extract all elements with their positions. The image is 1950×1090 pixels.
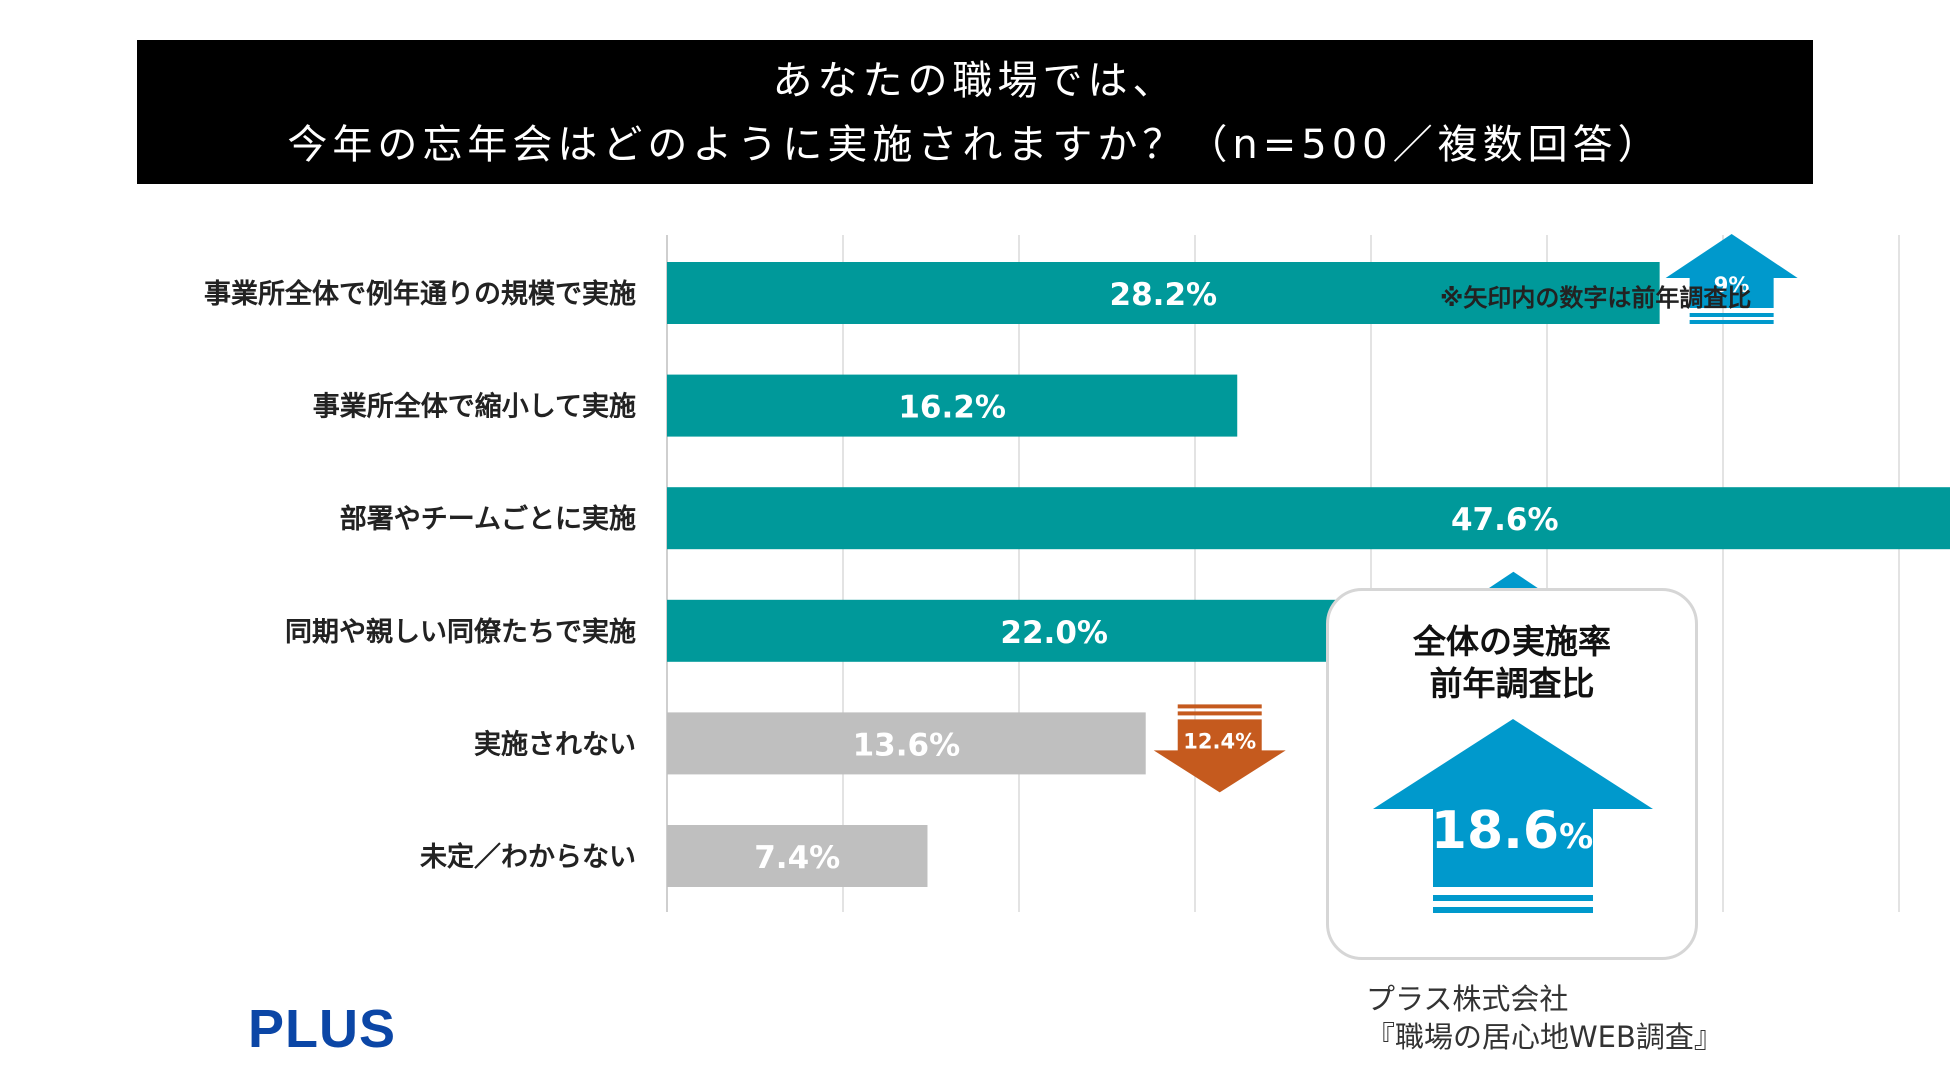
arrow-note: ※矢印内の数字は前年調査比	[1440, 284, 1752, 312]
summary-title-line-2: 前年調査比	[1429, 664, 1595, 703]
plus-logo: PLUS	[248, 999, 397, 1059]
bar-value-label: 7.4%	[754, 840, 840, 876]
category-label: 未定／わからない	[420, 841, 636, 873]
summary-value-unit: %	[1559, 817, 1594, 857]
arrow-change-label: 9%	[1714, 273, 1750, 297]
bar-value-label: 16.2%	[898, 390, 1006, 426]
summary-box: 全体の実施率 前年調査比 18.6%	[1326, 588, 1698, 960]
summary-value: 18.6%	[1329, 801, 1695, 861]
bar-value-label: 28.2%	[1110, 277, 1218, 313]
category-label: 事業所全体で縮小して実施	[313, 391, 636, 423]
summary-title-line-1: 全体の実施率	[1413, 622, 1611, 661]
summary-value-number: 18.6	[1430, 801, 1560, 861]
category-label: 実施されない	[474, 728, 636, 760]
bar-value-label: 47.6%	[1451, 502, 1559, 538]
bar-2	[667, 487, 1950, 550]
source-survey: 『職場の居心地WEB調査』	[1366, 1020, 1723, 1054]
title-line-2: 今年の忘年会はどのように実施されますか？（n=500／複数回答）	[287, 122, 1663, 168]
source-credit: プラス株式会社 『職場の居心地WEB調査』	[1366, 980, 1723, 1056]
bar-value-label: 22.0%	[1000, 615, 1108, 651]
title-line-1: あなたの職場では、	[772, 58, 1178, 104]
source-company: プラス株式会社	[1366, 982, 1569, 1016]
summary-up-arrow-icon	[1373, 719, 1653, 913]
bar-4	[667, 712, 1146, 775]
bar-1	[667, 374, 1238, 437]
title-banner: あなたの職場では、 今年の忘年会はどのように実施されますか？（n=500／複数回…	[137, 40, 1813, 184]
category-label: 部署やチームごとに実施	[340, 503, 636, 535]
bar-3	[667, 599, 1442, 662]
bar-value-label: 13.6%	[853, 727, 961, 763]
category-label: 事業所全体で例年通りの規模で実施	[204, 278, 636, 310]
category-label: 同期や親しい同僚たちで実施	[285, 616, 636, 648]
bar-5	[667, 825, 928, 887]
up-arrow-icon	[1665, 234, 1798, 324]
arrow-change-label: 12.4%	[1183, 729, 1256, 753]
bar-0	[667, 262, 1660, 324]
down-arrow-icon	[1153, 704, 1286, 793]
